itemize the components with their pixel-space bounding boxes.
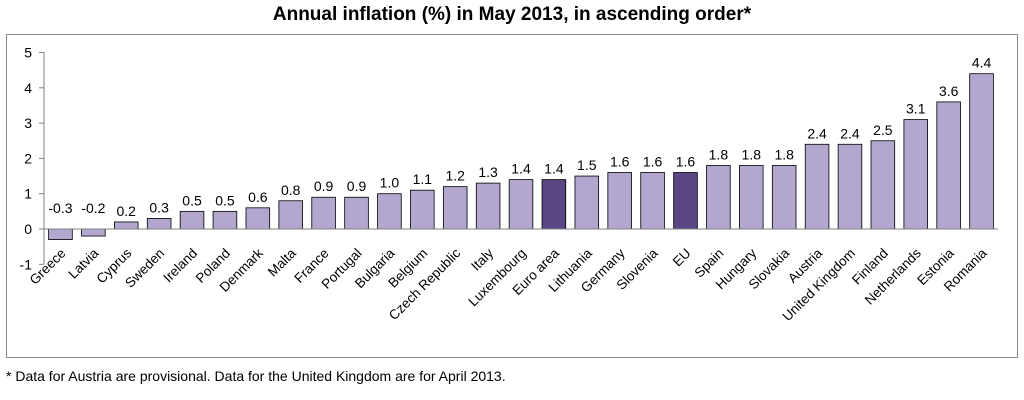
bar [903, 119, 929, 230]
category-label: Greece [27, 246, 69, 288]
bar [311, 196, 336, 230]
bar [706, 165, 731, 230]
value-label: 1.8 [709, 146, 729, 162]
category-label: Ireland [160, 246, 200, 286]
bar [969, 73, 994, 230]
y-tick-label: 4 [24, 80, 32, 96]
value-label: 1.3 [478, 164, 498, 180]
bar [278, 200, 303, 230]
y-tick-label: 0 [24, 221, 32, 237]
value-label: -0.3 [48, 200, 72, 216]
bar [936, 101, 961, 230]
value-label: 0.8 [281, 182, 301, 198]
bar [508, 179, 534, 230]
bar [212, 210, 238, 230]
value-label: 1.0 [380, 175, 400, 191]
category-label: Italy [468, 245, 496, 273]
chart-title: Annual inflation (%) in May 2013, in asc… [272, 4, 752, 25]
bar [113, 221, 139, 230]
y-tick-label: 2 [24, 150, 32, 166]
value-label: 1.8 [774, 146, 794, 162]
bar [771, 165, 797, 230]
bar [574, 175, 600, 230]
value-label: 1.1 [413, 171, 433, 187]
y-tick-label: -1 [20, 256, 33, 272]
value-label: 0.5 [182, 192, 202, 208]
value-label: 1.5 [577, 157, 597, 173]
value-label: 1.6 [610, 154, 630, 170]
value-label: 0.5 [215, 192, 235, 208]
bar [804, 143, 830, 230]
bar [442, 186, 468, 230]
value-label: 2.4 [807, 125, 827, 141]
value-label: 0.2 [117, 203, 137, 219]
value-label: 1.8 [742, 146, 762, 162]
bar [410, 189, 435, 230]
value-label: 1.6 [643, 154, 663, 170]
footnote: * Data for Austria are provisional. Data… [6, 368, 506, 384]
value-label: 0.3 [149, 199, 169, 215]
value-label: 0.9 [314, 178, 334, 194]
value-label: 4.4 [972, 55, 992, 71]
value-label: 1.4 [544, 161, 564, 177]
bar [475, 182, 501, 230]
value-label: 1.2 [445, 168, 465, 184]
bar-chart: -1012345-0.3Greece-0.2Latvia0.2Cyprus0.3… [20, 45, 998, 324]
value-label: 1.4 [511, 161, 531, 177]
bar [640, 172, 665, 230]
bar [541, 179, 567, 230]
bar [344, 196, 369, 230]
y-tick-label: 3 [24, 115, 32, 131]
value-label: 1.6 [676, 154, 696, 170]
bar [179, 210, 205, 230]
value-label: -0.2 [81, 200, 105, 216]
value-label: 0.6 [248, 189, 268, 205]
category-label: EU [670, 246, 694, 270]
value-label: 0.9 [347, 178, 367, 194]
value-label: 2.5 [873, 122, 893, 138]
value-label: 2.4 [840, 125, 860, 141]
y-tick-label: 5 [24, 45, 32, 61]
bar [739, 165, 764, 230]
bar [837, 143, 863, 230]
bar [146, 218, 172, 230]
bar [245, 207, 271, 230]
bar [607, 172, 632, 230]
value-label: 3.1 [906, 101, 926, 117]
bar [48, 228, 73, 240]
bar [81, 228, 106, 237]
y-tick-label: 1 [24, 186, 32, 202]
bar [377, 193, 402, 230]
bar [673, 172, 698, 230]
value-label: 3.6 [939, 83, 959, 99]
bar [870, 140, 896, 230]
